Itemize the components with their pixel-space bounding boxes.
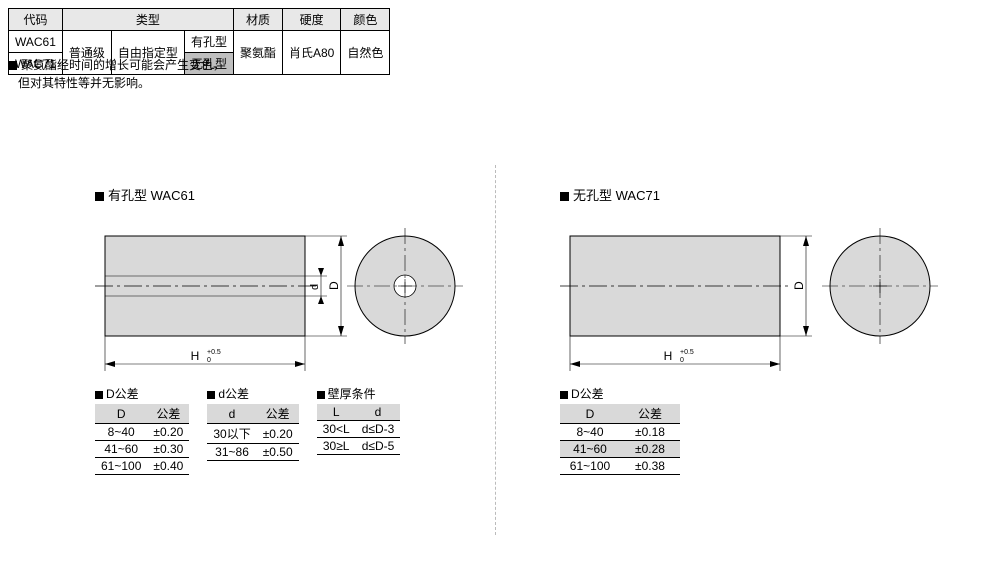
table-wall-title-text: 壁厚条件	[328, 387, 376, 401]
bullet-icon	[95, 391, 103, 399]
td: 61~100	[560, 458, 620, 475]
th: D	[560, 404, 620, 424]
left-section: 有孔型 WAC61 H +0.5 0 d	[95, 185, 465, 386]
right-title-text: 无孔型 WAC71	[573, 188, 660, 203]
bullet-icon	[317, 391, 325, 399]
th: d	[356, 404, 401, 421]
bullet-icon	[95, 192, 104, 201]
table-d-title-text: d公差	[218, 387, 249, 401]
th: 公差	[257, 404, 299, 424]
table-d-title: d公差	[207, 385, 298, 402]
svg-text:+0.5: +0.5	[680, 349, 694, 356]
td: ±0.30	[147, 441, 189, 458]
svg-text:H: H	[664, 349, 673, 363]
td: ±0.40	[147, 458, 189, 475]
table-d: d公差 30以下±0.20 31~86±0.50	[207, 404, 298, 461]
td: d≤D-5	[356, 438, 401, 455]
table-d-block: d公差 d公差 30以下±0.20 31~86±0.50	[207, 385, 298, 475]
td: 30<L	[317, 421, 356, 438]
left-title-text: 有孔型 WAC61	[108, 188, 195, 203]
table-D-block: D公差 D公差 8~40±0.20 41~60±0.30 61~100±0.40	[95, 385, 189, 475]
svg-text:D: D	[327, 281, 341, 290]
th-type: 类型	[62, 9, 233, 31]
svg-text:0: 0	[207, 357, 211, 364]
note-block: 聚氨酯经时间的增长可能会产生变色， 但对其特性等并无影响。	[8, 56, 225, 92]
note-line1: 聚氨酯经时间的增长可能会产生变色，	[21, 58, 225, 72]
table-wall-title: 壁厚条件	[317, 385, 401, 402]
th-hardness: 硬度	[282, 9, 340, 31]
vertical-divider	[495, 165, 496, 535]
color-cell: 自然色	[341, 31, 390, 75]
td: 41~60	[560, 441, 620, 458]
svg-text:D: D	[792, 281, 806, 290]
th: 公差	[147, 404, 189, 424]
table-D: D公差 8~40±0.20 41~60±0.30 61~100±0.40	[95, 404, 189, 475]
note-line2: 但对其特性等并无影响。	[18, 76, 150, 90]
th: d	[207, 404, 256, 424]
td: d≤D-3	[356, 421, 401, 438]
td: ±0.18	[620, 424, 680, 441]
svg-text:H: H	[191, 349, 200, 363]
svg-text:0: 0	[680, 357, 684, 364]
bullet-icon	[560, 192, 569, 201]
right-D-title-text: D公差	[571, 387, 604, 401]
td: ±0.38	[620, 458, 680, 475]
th-color: 颜色	[341, 9, 390, 31]
left-diagram: H +0.5 0 d D	[95, 226, 465, 386]
td: 8~40	[560, 424, 620, 441]
right-table-D: D公差 8~40±0.18 41~60±0.28 61~100±0.38	[560, 404, 680, 475]
table-D-title: D公差	[95, 385, 189, 402]
td: ±0.28	[620, 441, 680, 458]
td: 8~40	[95, 424, 147, 441]
hardness-cell: 肖氏A80	[282, 31, 340, 75]
bullet-icon	[207, 391, 215, 399]
svg-text:+0.5: +0.5	[207, 349, 221, 356]
td: 30以下	[207, 424, 256, 444]
td: ±0.20	[257, 424, 299, 444]
th: D	[95, 404, 147, 424]
left-tables: D公差 D公差 8~40±0.20 41~60±0.30 61~100±0.40…	[95, 385, 400, 475]
td: 41~60	[95, 441, 147, 458]
table-wall: Ld 30<Ld≤D-3 30≥Ld≤D-5	[317, 404, 401, 455]
right-section: 无孔型 WAC71 H +0.5 0 D	[560, 185, 950, 386]
bullet-icon	[8, 61, 17, 70]
td: ±0.50	[257, 444, 299, 461]
bullet-icon	[560, 391, 568, 399]
right-title: 无孔型 WAC71	[560, 185, 950, 204]
th: L	[317, 404, 356, 421]
td: 31~86	[207, 444, 256, 461]
th-material: 材质	[233, 9, 282, 31]
td: 30≥L	[317, 438, 356, 455]
table-wall-block: 壁厚条件 Ld 30<Ld≤D-3 30≥Ld≤D-5	[317, 385, 401, 475]
table-D-title-text: D公差	[106, 387, 139, 401]
right-drawing-svg: H +0.5 0 D	[560, 226, 950, 386]
th: 公差	[620, 404, 680, 424]
right-D-title: D公差	[560, 385, 680, 402]
td: 61~100	[95, 458, 147, 475]
right-diagram: H +0.5 0 D	[560, 226, 950, 386]
td: ±0.20	[147, 424, 189, 441]
code-wac61: WAC61	[9, 31, 63, 53]
right-table-block: D公差 D公差 8~40±0.18 41~60±0.28 61~100±0.38	[560, 385, 680, 475]
hole-type-1: 有孔型	[184, 31, 233, 53]
left-title: 有孔型 WAC61	[95, 185, 465, 204]
th-code: 代码	[9, 9, 63, 31]
svg-text:d: d	[309, 284, 321, 290]
left-drawing-svg: H +0.5 0 d D	[95, 226, 465, 386]
material-cell: 聚氨酯	[233, 31, 282, 75]
